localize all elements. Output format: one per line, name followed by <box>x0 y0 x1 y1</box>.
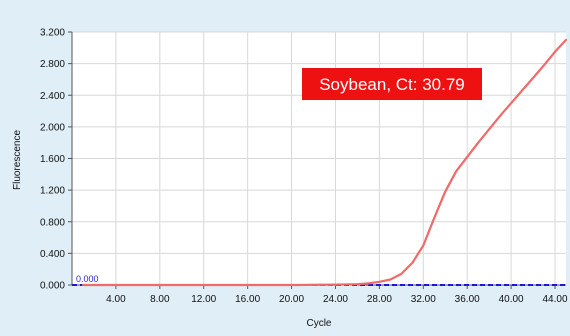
x-tick-label: 40.00 <box>499 294 524 305</box>
x-tick-label: 36.00 <box>455 294 480 305</box>
x-tick-label: 4.00 <box>106 294 126 305</box>
annotation-text: Soybean, Ct: 30.79 <box>319 75 465 94</box>
y-axis-label: Fluorescence <box>12 130 23 190</box>
y-tick-label: 2.800 <box>40 59 65 70</box>
x-tick-label: 8.00 <box>150 294 170 305</box>
annotation-background <box>302 68 482 100</box>
x-axis-label: Cycle <box>306 318 331 329</box>
threshold-label: 0.000 <box>76 274 99 284</box>
x-tick-label: 16.00 <box>235 294 260 305</box>
x-tick-labels: 4.00 8.00 12.00 16.00 20.00 24.00 28.00 32.00 36… <box>106 285 568 305</box>
x-tick-label: 32.00 <box>411 294 436 305</box>
y-tick-label: 1.600 <box>40 154 65 165</box>
y-tick-labels: 0.000 0.400 0.800 1.200 1.600 2.000 2.400 2.800… <box>40 28 72 292</box>
x-tick-label: 12.00 <box>191 294 216 305</box>
y-tick-label: 0.800 <box>40 217 65 228</box>
y-tick-label: 2.000 <box>40 122 65 133</box>
y-tick-label: 3.200 <box>40 28 65 39</box>
x-tick-label: 20.00 <box>279 294 304 305</box>
y-tick-label: 0.000 <box>40 281 65 292</box>
x-tick-label: 24.00 <box>323 294 348 305</box>
annotation-box: Soybean, Ct: 30.79 <box>302 68 482 100</box>
y-tick-label: 0.400 <box>40 249 65 260</box>
y-tick-label: 2.400 <box>40 91 65 102</box>
grid-lines <box>72 31 566 285</box>
x-tick-label: 44.00 <box>543 294 568 305</box>
series-group <box>81 38 568 287</box>
x-tick-label: 28.00 <box>367 294 392 305</box>
amplification-curve <box>81 38 568 287</box>
y-tick-label: 1.200 <box>40 186 65 197</box>
